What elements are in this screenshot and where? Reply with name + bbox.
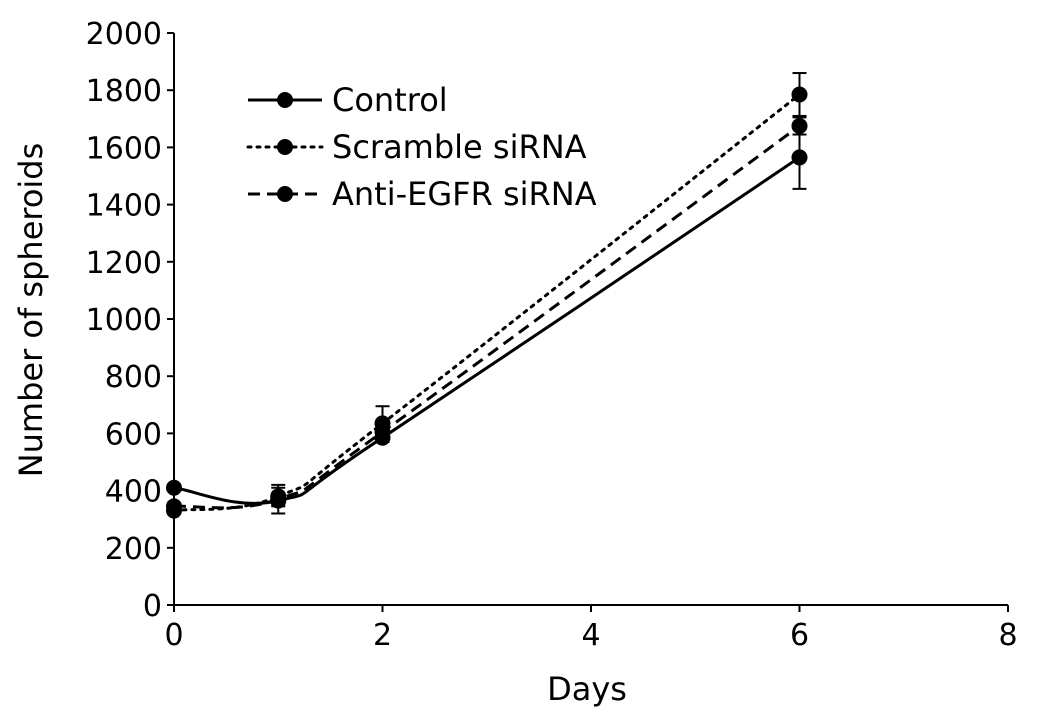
- legend-item: Control: [248, 81, 448, 119]
- x-tick-label: 8: [998, 618, 1017, 653]
- x-tick-label: 2: [373, 618, 392, 653]
- x-axis-title: Days: [547, 670, 627, 708]
- y-tick-label: 600: [105, 417, 162, 452]
- y-tick-label: 400: [105, 475, 162, 510]
- y-tick-label: 2000: [86, 17, 162, 52]
- legend-marker: [277, 92, 293, 108]
- data-point: [792, 149, 808, 165]
- data-point: [792, 118, 808, 134]
- y-tick-label: 1000: [86, 303, 162, 338]
- legend-item: Scramble siRNA: [248, 128, 587, 166]
- y-tick-label: 1200: [86, 246, 162, 281]
- data-point: [375, 424, 391, 440]
- legend-marker: [277, 139, 293, 155]
- legend-label: Scramble siRNA: [332, 128, 587, 166]
- y-tick-label: 1600: [86, 131, 162, 166]
- y-tick-label: 1800: [86, 74, 162, 109]
- axes: 0 200 400 600 800 1000 1200 1400 1600 1800 2000 0 2 4…: [86, 17, 1018, 653]
- y-tick-label: 800: [105, 360, 162, 395]
- data-point: [270, 491, 286, 507]
- legend-label: Control: [332, 81, 448, 119]
- legend-marker: [277, 186, 293, 202]
- y-tick-label: 0: [143, 589, 162, 624]
- y-tick-label: 200: [105, 532, 162, 567]
- legend-label: Anti-EGFR siRNA: [332, 175, 597, 213]
- legend: Control Scramble siRNA Anti-EGFR siRNA: [248, 81, 597, 213]
- x-tick-label: 0: [164, 618, 183, 653]
- data-point: [792, 86, 808, 102]
- y-tick-label: 1400: [86, 189, 162, 224]
- legend-item: Anti-EGFR siRNA: [248, 175, 597, 213]
- x-tick-label: 4: [581, 618, 600, 653]
- x-tick-label: 6: [790, 618, 809, 653]
- y-axis-title: Number of spheroids: [12, 143, 50, 478]
